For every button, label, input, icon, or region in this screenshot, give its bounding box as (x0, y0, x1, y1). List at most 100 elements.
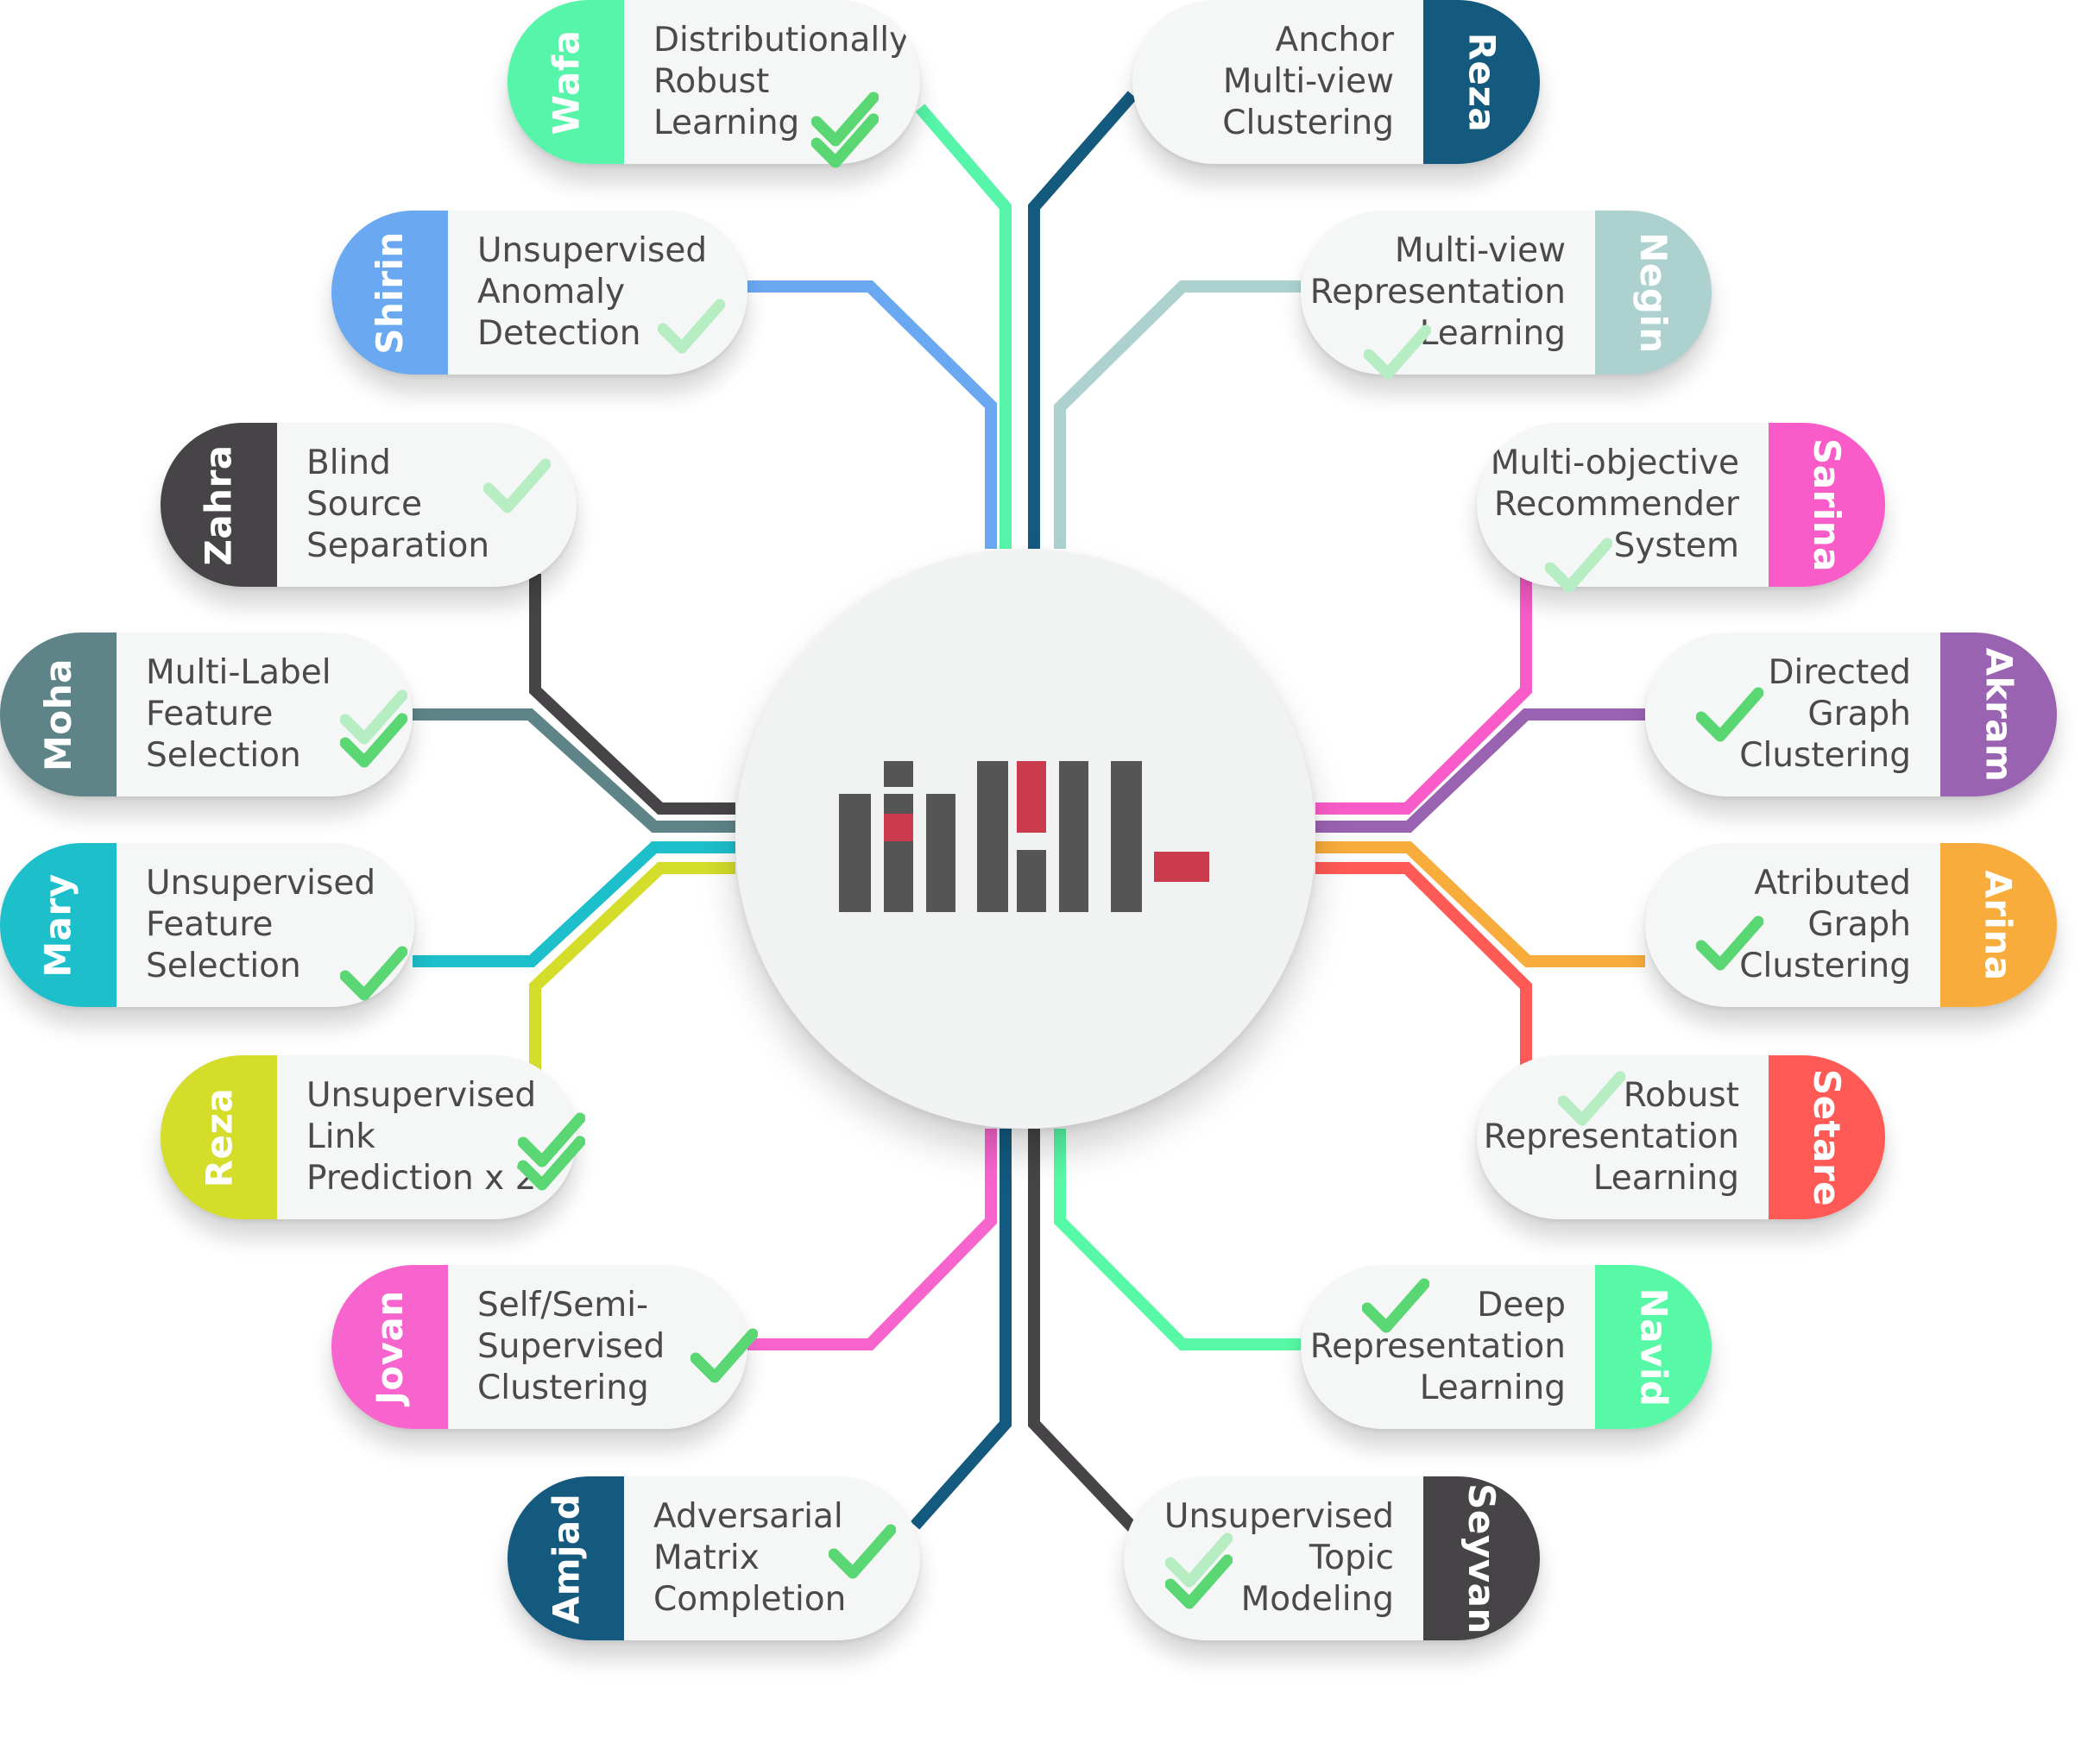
topic-node-mary: Mary Unsupervised Feature Selection (0, 843, 414, 1007)
connector-seyvan (1028, 1129, 1138, 1532)
connector-setare (1315, 862, 1532, 1070)
person-name: Shirin (369, 230, 411, 355)
logo-accent (1017, 761, 1046, 833)
topic-node-amjad: Amjad Adversarial Matrix Completion (508, 1476, 920, 1640)
person-name: Reza (1460, 32, 1503, 132)
topic-title: Unsupervised Anomaly Detection (448, 211, 747, 374)
person-name: Reza (198, 1087, 240, 1187)
topic-title-line: Adversarial (653, 1497, 843, 1536)
topic-title-line: Robust (1623, 1076, 1739, 1115)
logo-bar (839, 794, 871, 912)
topic-node-setare: Setare Robust Representation Learning (1477, 1055, 1885, 1219)
topic-title: Blind Source Separation (277, 423, 577, 587)
check-icon (518, 1136, 585, 1191)
connector-sarina (1315, 574, 1532, 815)
topic-title-line: Clustering (477, 1369, 649, 1407)
topic-title-line: Selection (146, 736, 301, 775)
person-name: Setare (1806, 1068, 1849, 1206)
topic-title-line: Deep (1477, 1286, 1566, 1325)
topic-title-line: Learning (1419, 1369, 1566, 1407)
topic-title-line: Clustering (1222, 104, 1394, 142)
topic-title: Multi-objective Recommender System (1477, 423, 1769, 587)
topic-title-line: System (1613, 526, 1739, 565)
topic-title-line: Graph (1807, 695, 1911, 733)
topic-title: Unsupervised Feature Selection (117, 843, 414, 1007)
topic-title-line: Graph (1807, 905, 1911, 944)
check-icon (1558, 1071, 1625, 1126)
check-icon (483, 458, 551, 513)
topic-title-line: Directed (1768, 653, 1911, 692)
person-name: Navid (1632, 1287, 1674, 1407)
topic-node-reza-mid: Reza Unsupervised Link Prediction x 2 (161, 1055, 577, 1219)
topic-title: Multi-view Representation Learning (1301, 211, 1595, 374)
logo-bar (1017, 850, 1046, 912)
topic-title-line: Atributed (1754, 864, 1911, 903)
connector-wafa (915, 104, 1012, 549)
topic-title-line: Anomaly (477, 273, 626, 312)
person-name: Negin (1632, 231, 1674, 354)
topic-title-line: Link (306, 1117, 375, 1156)
topic-title-line: Distributionally (653, 21, 910, 60)
topic-title-line: Matrix (653, 1539, 760, 1577)
connector-navid (1054, 1129, 1301, 1350)
connector-mary (413, 841, 735, 967)
topic-title-line: Separation (306, 526, 490, 565)
person-name: Sarina (1806, 437, 1849, 572)
check-icon (340, 689, 407, 745)
topic-title-line: Representation (1483, 1117, 1739, 1156)
topic-title-line: Prediction x 2 (306, 1159, 537, 1198)
topic-title-line: Clustering (1739, 736, 1911, 775)
check-icon (340, 713, 407, 768)
person-name: Wafa (544, 29, 587, 135)
person-name: Amjad (545, 1493, 588, 1624)
check-icon (1545, 538, 1612, 593)
connector-moha (413, 708, 735, 833)
topic-title-line: Representation (1309, 1327, 1566, 1366)
logo-bar (977, 761, 1008, 912)
check-icon (829, 1524, 896, 1579)
topic-title: Directed Graph Clustering (1645, 632, 1940, 796)
check-icon (811, 91, 879, 147)
topic-title: Adversarial Matrix Completion (624, 1476, 920, 1640)
connector-zahra (529, 574, 735, 815)
topic-node-arina: Arina Atributed Graph Clustering (1645, 843, 2057, 1007)
check-icon (658, 299, 725, 354)
person-name: Mary (36, 872, 79, 978)
connector-akram (1315, 708, 1645, 833)
topic-title-line: Learning (653, 104, 800, 142)
topic-title: Distributionally Robust Learning (624, 0, 920, 164)
person-name: Zahra (198, 444, 241, 566)
topic-node-reza-top: Reza Anchor Multi-view Clustering (1132, 0, 1540, 164)
topic-node-sarina: Sarina Multi-objective Recommender System (1477, 423, 1885, 587)
topic-node-wafa: Wafa Distributionally Robust Learning (508, 0, 920, 164)
topic-title: Self/Semi- Supervised Clustering (448, 1265, 747, 1429)
topic-title-line: Blind (306, 444, 391, 482)
topic-title-line: Robust (653, 62, 770, 101)
topic-title: Robust Representation Learning (1477, 1055, 1769, 1219)
topic-title-line: Feature (146, 905, 274, 944)
check-icon (518, 1112, 585, 1167)
check-icon (1364, 324, 1431, 380)
check-icon (691, 1328, 758, 1383)
topic-title-line: Anchor (1275, 21, 1394, 60)
logo-accent (1154, 852, 1209, 882)
person-name: Moha (37, 658, 79, 771)
topic-title-line: Representation (1309, 273, 1566, 312)
connector-arina (1315, 841, 1645, 967)
topic-title: Unsupervised Topic Modeling (1124, 1476, 1423, 1640)
check-icon (1165, 1554, 1233, 1609)
topic-title-line: Topic (1309, 1539, 1394, 1577)
topic-node-shirin: Shirin Unsupervised Anomaly Detection (331, 211, 747, 374)
check-icon (1362, 1278, 1429, 1333)
topic-node-negin: Negin Multi-view Representation Learning (1301, 211, 1712, 374)
topic-title-line: Source (306, 485, 422, 524)
connector-amjad (910, 1129, 1012, 1530)
check-icon (1165, 1532, 1233, 1588)
person-name: Arina (1977, 869, 2020, 981)
topic-title: Deep Representation Learning (1301, 1265, 1595, 1429)
check-icon (340, 946, 407, 1001)
topic-title-line: Multi-view (1394, 231, 1566, 270)
topic-node-jovan: Jovan Self/Semi- Supervised Clustering (331, 1265, 747, 1429)
